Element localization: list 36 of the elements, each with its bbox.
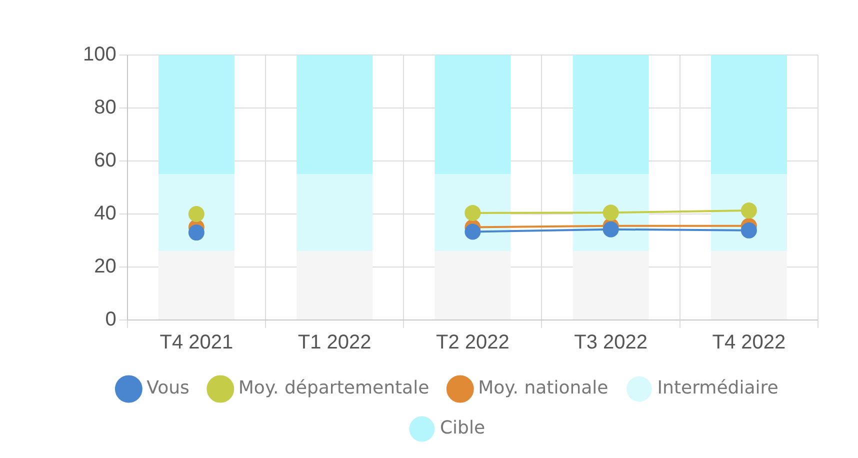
point bbox=[188, 224, 204, 241]
legend-label: Intermédiaire bbox=[657, 378, 778, 399]
x-tick-label: T4 2021 bbox=[160, 332, 234, 354]
point bbox=[740, 202, 757, 219]
legend-label: Moy. départementale bbox=[238, 378, 430, 399]
bar bbox=[710, 55, 787, 174]
point bbox=[602, 204, 619, 221]
bar bbox=[572, 251, 649, 320]
legend-label: Moy. nationale bbox=[478, 378, 608, 399]
bar bbox=[434, 251, 511, 320]
y-tick-label: 60 bbox=[94, 150, 116, 172]
x-tick-label: T1 2022 bbox=[298, 332, 372, 354]
y-tick-label: 0 bbox=[105, 308, 116, 331]
point bbox=[602, 221, 619, 238]
bar bbox=[158, 55, 234, 174]
y-tick-label: 80 bbox=[94, 96, 116, 119]
bar bbox=[434, 55, 511, 174]
y-tick-label: 20 bbox=[94, 256, 116, 278]
y-tick-label: 100 bbox=[82, 44, 116, 66]
legend-label: Cible bbox=[440, 418, 486, 439]
bar bbox=[710, 251, 787, 320]
x-tick-label: T4 2022 bbox=[712, 332, 786, 354]
bar bbox=[158, 251, 234, 320]
y-tick-label: 40 bbox=[94, 202, 116, 225]
x-tick-label: T2 2022 bbox=[436, 332, 510, 354]
point bbox=[188, 206, 204, 222]
legend-label: Vous bbox=[146, 378, 190, 399]
bar bbox=[572, 55, 649, 174]
bar bbox=[296, 251, 373, 320]
point bbox=[464, 204, 481, 221]
bar bbox=[158, 174, 234, 252]
bar bbox=[296, 174, 373, 252]
bar bbox=[296, 55, 373, 174]
x-tick-label: T3 2022 bbox=[574, 332, 648, 354]
point bbox=[740, 222, 757, 238]
point bbox=[464, 224, 481, 240]
